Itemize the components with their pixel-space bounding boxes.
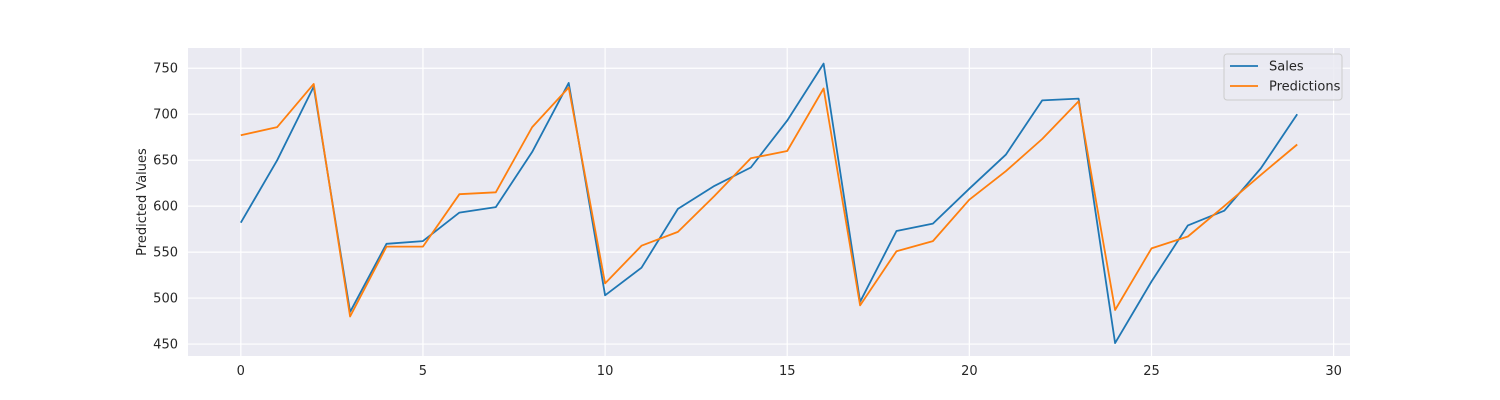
y-tick-label: 750 — [153, 62, 178, 77]
series-line-predictions — [240, 83, 1298, 318]
series-lines — [240, 62, 1298, 345]
x-axis: 0 5 10 15 20 25 30 — [237, 364, 1342, 379]
x-tick-label: 25 — [1143, 364, 1160, 379]
plot-area — [188, 48, 1350, 356]
x-tick-label: 0 — [237, 364, 245, 379]
y-axis: 450 500 550 600 650 700 750 — [153, 62, 178, 353]
x-tick-label: 10 — [597, 364, 614, 379]
y-tick-label: 600 — [153, 200, 178, 215]
y-tick-label: 550 — [153, 246, 178, 261]
y-axis-label: Predicted Values — [135, 148, 150, 256]
y-tick-label: 500 — [153, 292, 178, 307]
x-tick-label: 5 — [419, 364, 427, 379]
y-tick-label: 700 — [153, 108, 178, 123]
y-tick-label: 650 — [153, 154, 178, 169]
legend: Sales Predictions — [1223, 53, 1343, 101]
legend-label: Sales — [1269, 60, 1304, 75]
series-line-sales — [240, 62, 1298, 345]
grid-lines — [188, 48, 1350, 356]
legend-label: Predictions — [1269, 80, 1341, 95]
x-tick-label: 30 — [1325, 364, 1342, 379]
x-tick-label: 20 — [961, 364, 978, 379]
x-tick-label: 15 — [779, 364, 796, 379]
y-tick-label: 450 — [153, 338, 178, 353]
